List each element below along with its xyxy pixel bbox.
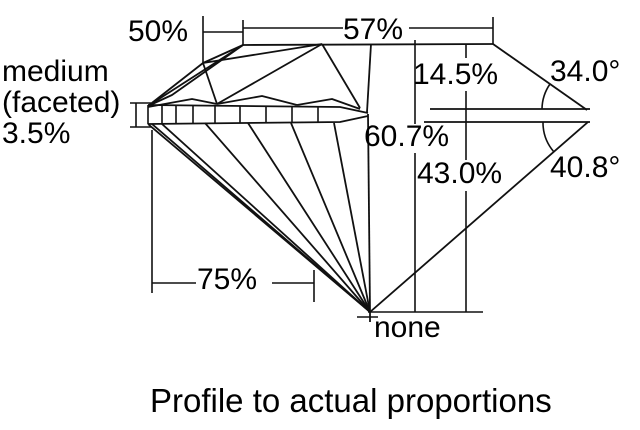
crown-angle-label: 34.0° [550, 55, 621, 88]
table-size-label: 57% [343, 13, 404, 46]
girdle-thickness-bracket [130, 102, 151, 128]
girdle-label-line2: (faceted) [2, 86, 121, 119]
angle-arcs [541, 83, 555, 153]
lower-girdle-label: 75% [197, 263, 258, 296]
girdle-label: medium (faceted) 3.5% [2, 56, 120, 149]
girdle [147, 104, 369, 125]
diagram-caption: Profile to actual proportions [150, 382, 552, 419]
pavilion-wireframe [147, 113, 371, 322]
pavilion-depth-label: 43.0% [417, 157, 503, 190]
crown-height-label: 14.5% [413, 58, 499, 91]
girdle-label-line1: medium [2, 55, 109, 88]
dimension-lines [151, 16, 494, 318]
total-depth-label: 60.7% [364, 120, 450, 153]
girdle-label-line3: 3.5% [2, 117, 71, 150]
crown-wireframe [147, 43, 372, 113]
culet-label: none [374, 311, 441, 344]
pavilion-angle-label: 40.8° [550, 151, 621, 184]
outline-right [242, 43, 590, 313]
star-length-label: 50% [128, 15, 189, 48]
